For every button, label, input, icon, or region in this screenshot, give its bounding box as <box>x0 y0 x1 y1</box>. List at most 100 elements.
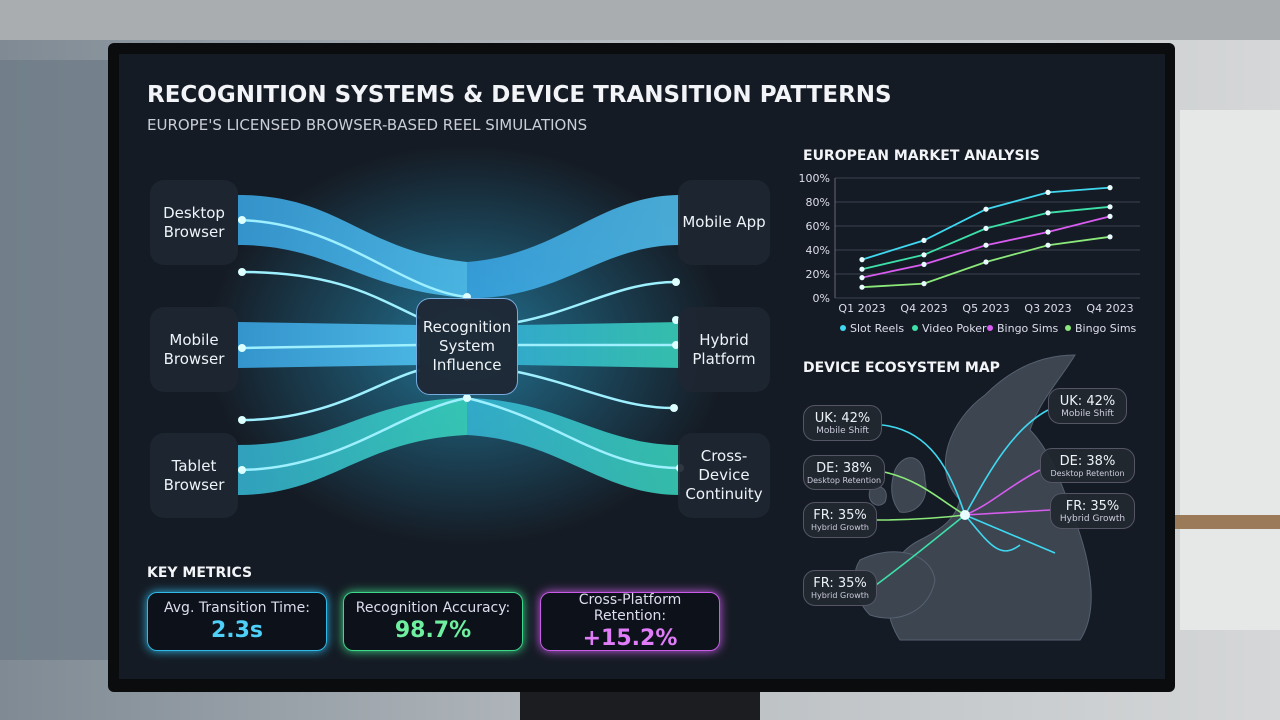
callout: DE: 38% Desktop Retention <box>1040 448 1135 483</box>
source-node: Mobile Browser <box>150 307 238 392</box>
flow-line <box>241 343 421 350</box>
metric-card: Avg. Transition Time: 2.3s <box>147 592 327 651</box>
flow-line <box>241 270 421 320</box>
point <box>1045 242 1051 248</box>
callout-title: FR: 35% <box>813 508 867 523</box>
callout: UK: 42% Mobile Shift <box>1048 388 1127 424</box>
ribbon <box>238 398 467 495</box>
point <box>921 281 927 287</box>
point <box>921 261 927 267</box>
chart-title: EUROPEAN MARKET ANALYSIS <box>803 148 1040 164</box>
x-tick-label: Q3 2023 <box>1024 302 1071 315</box>
desk <box>1170 515 1280 529</box>
ceiling <box>0 0 1280 40</box>
flow-ribbons <box>238 195 680 495</box>
map-title: DEVICE ECOSYSTEM MAP <box>803 360 1000 376</box>
point <box>1107 213 1113 219</box>
y-tick-label: 60% <box>806 220 830 233</box>
callout-sub: Desktop Retention <box>806 475 882 485</box>
title: RECOGNITION SYSTEMS & DEVICE TRANSITION … <box>147 82 892 108</box>
y-tick-label: 80% <box>806 196 830 209</box>
callout-sub: Mobile Shift <box>816 425 869 436</box>
source-node: Tablet Browser <box>150 433 238 518</box>
stand <box>520 688 760 720</box>
ribbon <box>467 398 680 495</box>
callout-title: UK: 42% <box>1059 393 1116 409</box>
source-node: Desktop Browser <box>150 180 238 265</box>
x-tick-label: Q4 2023 <box>1086 302 1133 315</box>
y-tick-label: 20% <box>806 268 830 281</box>
metric-label: Cross-Platform Retention: <box>578 592 682 624</box>
point <box>983 259 989 265</box>
metric-label: Avg. Transition Time: <box>164 600 310 616</box>
legend-label: Bingo Sims <box>1075 322 1137 335</box>
callout-sub: Hybrid Growth <box>811 591 869 600</box>
flow-line <box>517 370 675 410</box>
flow-line <box>466 396 681 470</box>
callout-title: FR: 35% <box>1065 498 1120 514</box>
callout-sub: Hybrid Growth <box>1059 513 1126 524</box>
point <box>983 206 989 212</box>
window <box>0 60 110 660</box>
callout-title: FR: 35% <box>813 576 867 591</box>
metric-card: Cross-Platform Retention: +15.2% <box>540 592 720 651</box>
y-tick-label: 100% <box>799 172 830 185</box>
flow-line <box>517 280 677 324</box>
callout: FR: 35% Hybrid Growth <box>803 502 877 538</box>
europe-map <box>854 354 1092 641</box>
callout-title: UK: 42% <box>814 410 871 426</box>
metric-card: Recognition Accuracy: 98.7% <box>343 592 523 651</box>
flow-dots <box>238 216 684 474</box>
callout-sub: Hybrid Growth <box>811 523 869 532</box>
legend-label: Slot Reels <box>850 322 904 335</box>
callout-title: DE: 38% <box>1059 453 1116 469</box>
x-tick-label: Q5 2023 <box>962 302 1009 315</box>
point <box>983 225 989 231</box>
legend-swatch <box>987 325 993 331</box>
center-node: Recognition System Influence <box>416 298 518 395</box>
callout: DE: 38% Desktop Retention <box>803 455 885 490</box>
callout: FR: 35% Hybrid Growth <box>803 570 877 606</box>
flow-lines <box>237 218 681 472</box>
uk <box>891 457 927 513</box>
point <box>859 275 865 281</box>
point <box>983 242 989 248</box>
point <box>921 252 927 258</box>
callout: UK: 42% Mobile Shift <box>803 405 882 441</box>
wall-panel <box>1180 110 1280 630</box>
point <box>1107 185 1113 191</box>
metric-value: 2.3s <box>210 618 264 643</box>
y-tick-label: 0% <box>813 292 830 305</box>
ribbon <box>238 322 420 368</box>
point <box>921 237 927 243</box>
metrics-title: KEY METRICS <box>147 565 253 581</box>
callout-title: DE: 38% <box>816 460 872 476</box>
callout: FR: 35% Hybrid Growth <box>1050 493 1135 529</box>
target-node: Mobile App <box>678 180 770 265</box>
callout-sub: Mobile Shift <box>1061 408 1114 419</box>
legend-swatch <box>1065 325 1071 331</box>
point <box>1107 234 1113 240</box>
ribbon <box>467 195 680 299</box>
point <box>1045 189 1051 195</box>
flow-line <box>241 368 421 422</box>
subtitle: EUROPE'S LICENSED BROWSER-BASED REEL SIM… <box>147 116 588 134</box>
flow-line <box>237 218 468 299</box>
legend-label: Bingo Sims <box>997 322 1059 335</box>
ribbon <box>238 195 467 298</box>
legend-swatch <box>912 325 918 331</box>
point <box>859 257 865 263</box>
point <box>1045 210 1051 216</box>
point <box>1045 229 1051 235</box>
metric-label: Recognition Accuracy: <box>355 600 511 616</box>
point <box>1107 204 1113 210</box>
map-links <box>875 409 1056 586</box>
point <box>859 284 865 290</box>
point <box>859 266 865 272</box>
callout-sub: Desktop Retention <box>1050 468 1125 478</box>
legend-swatch <box>840 325 846 331</box>
metric-value: +15.2% <box>582 626 678 651</box>
y-tick-label: 40% <box>806 244 830 257</box>
